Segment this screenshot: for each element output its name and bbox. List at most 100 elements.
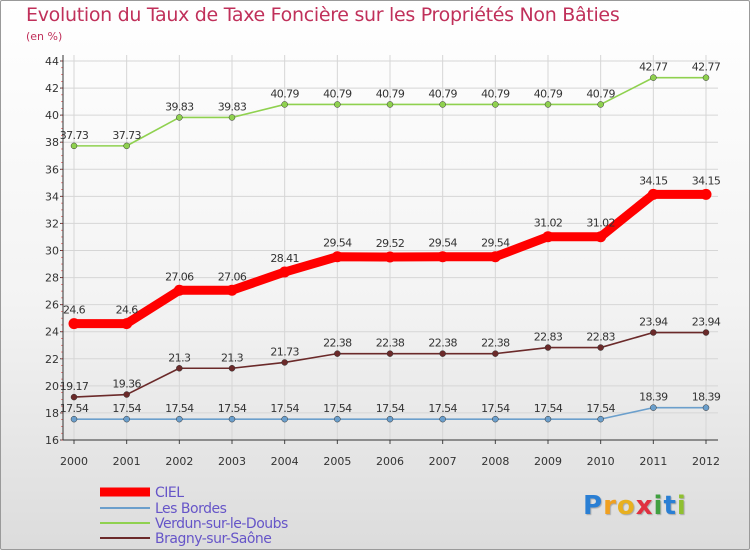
data-label: 31.02 — [534, 217, 563, 230]
data-label: 22.83 — [586, 331, 615, 344]
data-label: 29.54 — [428, 237, 457, 250]
data-label: 40.79 — [481, 87, 510, 100]
data-point — [542, 231, 554, 243]
data-label: 18.39 — [692, 391, 721, 404]
data-point — [386, 350, 394, 357]
chart-subtitle: (en %) — [26, 30, 63, 43]
data-point — [702, 329, 710, 336]
data-point — [226, 284, 238, 296]
data-label: 22.38 — [428, 337, 457, 350]
data-label: 40.79 — [376, 87, 405, 100]
grid-lines — [63, 55, 718, 441]
data-label: 29.52 — [376, 237, 405, 250]
data-point — [70, 415, 78, 423]
data-point — [439, 101, 446, 108]
x-tick-label: 2009 — [534, 455, 562, 468]
legend-label: Verdun-sur-le-Doubs — [155, 516, 288, 532]
x-tick-label: 2000 — [60, 455, 88, 468]
data-label: 37.73 — [112, 129, 141, 142]
data-label: 42.77 — [639, 61, 668, 74]
x-tick-label: 2006 — [376, 455, 404, 468]
data-label: 17.54 — [534, 402, 563, 415]
data-point — [176, 114, 183, 121]
logo-letter: i — [653, 491, 664, 521]
logo-letter: P — [583, 491, 604, 521]
logo-letter: r — [603, 491, 617, 521]
data-point — [281, 101, 288, 108]
data-label: 37.73 — [60, 129, 89, 142]
data-label: 21.3 — [168, 351, 191, 364]
data-point — [173, 284, 185, 296]
data-label: 28.41 — [270, 252, 299, 265]
x-tick-label: 2011 — [639, 455, 667, 468]
data-point — [176, 365, 183, 372]
y-tick-label: 30 — [45, 245, 59, 258]
data-point — [439, 415, 446, 423]
data-label: 21.3 — [221, 351, 244, 364]
data-label: 24.6 — [116, 304, 139, 317]
data-label: 17.54 — [428, 402, 457, 415]
data-point — [279, 266, 291, 278]
data-point — [70, 393, 78, 401]
data-label: 22.38 — [481, 337, 510, 350]
y-tick-label: 36 — [45, 163, 59, 176]
axes: 16 18 20 22 24 26 28 30 32 34 36 38 40 42 44 2000 2001 20… — [45, 55, 720, 468]
data-label: 22.38 — [376, 337, 405, 350]
y-tick-label: 22 — [45, 353, 59, 366]
y-tick-label: 40 — [45, 109, 59, 122]
data-label: 42.77 — [692, 61, 721, 74]
data-label: 17.54 — [270, 402, 299, 415]
x-tick-label: 2012 — [692, 455, 720, 468]
data-label: 31.02 — [586, 217, 615, 230]
proxiti-logo: Proxiti — [583, 491, 687, 521]
y-tick-label: 28 — [45, 272, 59, 285]
data-label: 18.39 — [639, 391, 668, 404]
data-point — [121, 318, 133, 330]
data-point — [228, 365, 236, 372]
data-label: 22.38 — [323, 337, 352, 350]
data-point — [700, 188, 712, 200]
data-label: 17.54 — [586, 402, 615, 415]
data-point — [439, 350, 446, 357]
legend-label: Bragny-sur-Saône — [155, 531, 271, 547]
data-label: 24.6 — [63, 304, 86, 317]
data-label: 17.54 — [376, 402, 405, 415]
data-point — [281, 415, 288, 423]
data-point — [702, 404, 710, 411]
y-tick-label: 24 — [45, 326, 59, 339]
logo-letter: i — [676, 491, 687, 521]
data-point — [123, 391, 130, 398]
data-point — [334, 415, 341, 423]
data-point — [647, 188, 659, 200]
data-point — [70, 142, 78, 150]
data-label: 23.94 — [639, 316, 668, 329]
legend-label: Les Bordes — [155, 501, 227, 517]
data-label: 17.54 — [112, 402, 141, 415]
data-label: 34.15 — [692, 174, 721, 187]
data-point — [437, 251, 449, 263]
y-tick-label: 32 — [45, 217, 59, 230]
data-point — [331, 251, 343, 263]
y-tick-label: 34 — [45, 190, 59, 203]
x-tick-label: 2001 — [113, 455, 141, 468]
x-tick-label: 2005 — [323, 455, 351, 468]
data-label: 39.83 — [165, 100, 194, 113]
data-point — [386, 415, 394, 423]
series-lines — [68, 74, 712, 423]
data-label: 40.79 — [323, 87, 352, 100]
data-label: 17.54 — [60, 402, 89, 415]
y-tick-label: 26 — [45, 299, 59, 312]
y-tick-label: 42 — [45, 82, 59, 95]
data-point — [597, 101, 604, 108]
data-label: 19.36 — [112, 378, 141, 391]
x-tick-label: 2003 — [218, 455, 246, 468]
data-point — [492, 415, 499, 423]
data-point — [597, 415, 604, 423]
x-tick-label: 2008 — [481, 455, 509, 468]
y-tick-label: 16 — [45, 434, 59, 447]
data-point — [228, 114, 236, 121]
data-point — [595, 231, 607, 243]
x-tick-label: 2004 — [271, 455, 299, 468]
data-label: 21.73 — [270, 345, 299, 358]
data-label: 27.06 — [165, 270, 194, 283]
